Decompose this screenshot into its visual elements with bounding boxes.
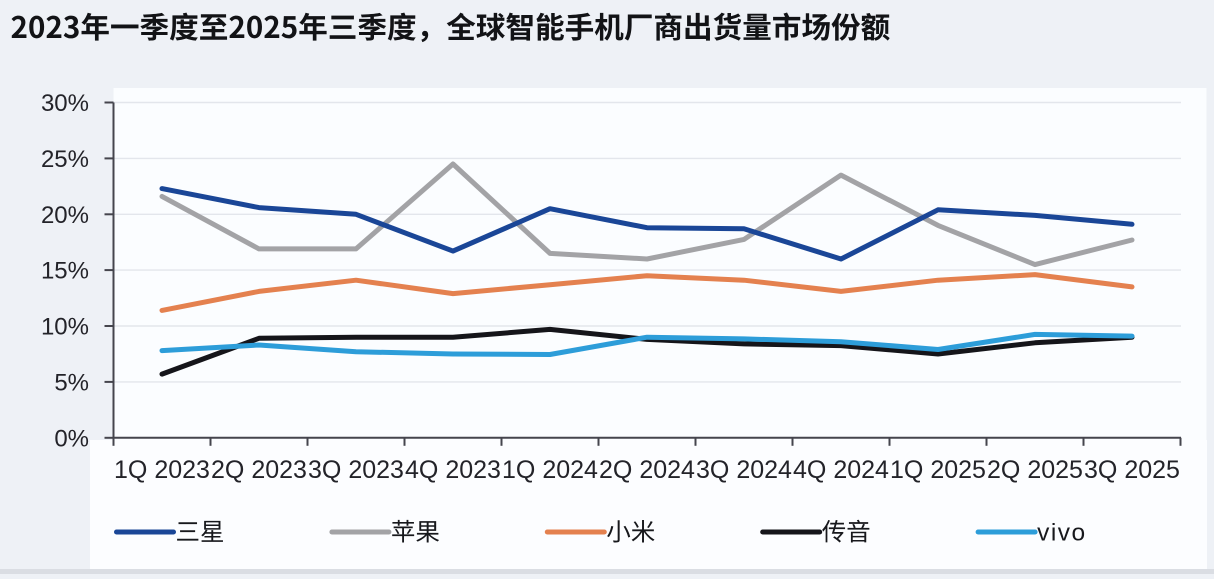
svg-text:1Q 2023: 1Q 2023 <box>114 456 210 484</box>
svg-text:25%: 25% <box>41 146 89 173</box>
svg-text:5%: 5% <box>54 369 89 396</box>
svg-text:1Q 2024: 1Q 2024 <box>502 456 598 484</box>
svg-text:vivo: vivo <box>1037 520 1087 547</box>
svg-text:15%: 15% <box>41 258 89 285</box>
svg-text:4Q 2023: 4Q 2023 <box>405 456 501 484</box>
svg-text:1Q 2025: 1Q 2025 <box>890 456 986 484</box>
svg-text:2Q 2024: 2Q 2024 <box>599 456 695 484</box>
svg-text:30%: 30% <box>41 90 89 117</box>
svg-text:3Q 2023: 3Q 2023 <box>308 456 404 484</box>
svg-text:2Q 2023: 2Q 2023 <box>211 456 307 484</box>
svg-text:4Q 2024: 4Q 2024 <box>793 456 889 484</box>
svg-text:0%: 0% <box>54 425 89 452</box>
svg-text:3Q 2025: 3Q 2025 <box>1084 456 1180 484</box>
svg-text:2Q 2025: 2Q 2025 <box>987 456 1083 484</box>
svg-text:20%: 20% <box>41 202 89 229</box>
svg-text:10%: 10% <box>41 314 89 341</box>
svg-text:3Q 2024: 3Q 2024 <box>696 456 792 484</box>
